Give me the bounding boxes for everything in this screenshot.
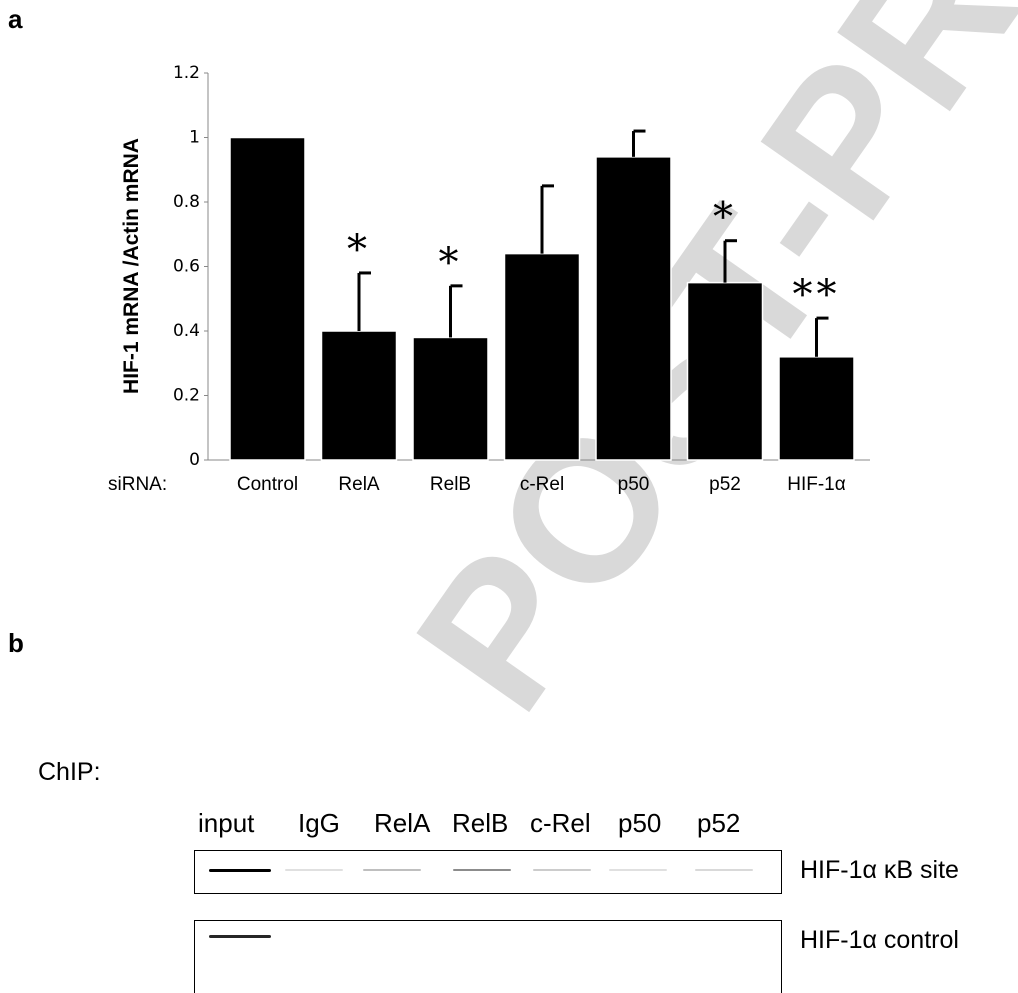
gel-band <box>533 869 591 871</box>
gel-row-label-kb-site: HIF-1α κB site <box>800 856 959 884</box>
bar <box>320 330 398 461</box>
bar <box>778 356 855 461</box>
lane-label: input <box>198 808 255 838</box>
y-tick-label: 1.2 <box>173 63 200 83</box>
chart-significance: * **** <box>347 195 841 318</box>
gel-band <box>695 869 753 871</box>
y-tick-label: 0.8 <box>173 192 200 212</box>
x-tick-label: RelA <box>338 474 380 495</box>
lane-label: p50 <box>618 808 662 838</box>
y-tick-label: 0.6 <box>173 257 200 277</box>
chart-bars <box>229 136 855 461</box>
chart-error-bars <box>357 129 829 357</box>
x-tick-label: Control <box>237 474 298 495</box>
bar <box>503 252 581 461</box>
lane-label: IgG <box>298 808 340 838</box>
chart-labels: 0 0.2 0.4 0.6 0.8 1 1.2 HIF-1 mRNA /Actin mRNA s… <box>108 63 846 495</box>
gel-band <box>363 869 421 871</box>
gel-band <box>453 869 511 871</box>
y-tick-label: 0.2 <box>173 386 200 406</box>
lane-label: p52 <box>697 808 741 838</box>
panel-b-label: b <box>8 628 24 658</box>
gel-row-label-control: HIF-1α control <box>800 926 959 954</box>
significance-marker: * <box>347 227 371 273</box>
gel-row-control <box>194 920 782 993</box>
x-axis-prefix: siRNA: <box>108 474 167 495</box>
lane-label: RelA <box>374 808 431 838</box>
bar <box>412 336 489 461</box>
y-axis-label: HIF-1 mRNA /Actin mRNA <box>120 138 143 394</box>
x-tick-label: RelB <box>430 474 471 495</box>
y-tick-label: 1 <box>189 128 200 148</box>
gel-band <box>285 869 343 871</box>
x-tick-label: p50 <box>618 474 650 495</box>
gel-band <box>209 935 271 938</box>
significance-marker: * <box>439 240 463 286</box>
lane-label: c-Rel <box>530 808 591 838</box>
x-tick-label: c-Rel <box>520 474 564 495</box>
x-tick-label: HIF-1α <box>787 474 846 495</box>
y-tick-label: 0.4 <box>173 321 200 341</box>
gel-band <box>609 869 667 871</box>
gel-band <box>209 869 271 872</box>
significance-marker: ** <box>793 272 841 318</box>
y-tick-label: 0 <box>189 450 200 470</box>
bar <box>686 281 764 461</box>
panel-a-label: a <box>8 4 23 34</box>
lane-label: RelB <box>452 808 509 838</box>
significance-marker: * <box>713 195 737 241</box>
gel-row-kb-site <box>194 850 782 894</box>
x-tick-label: p52 <box>709 474 741 495</box>
bar <box>229 136 306 461</box>
bar <box>595 156 672 461</box>
chip-title: ChIP: <box>38 758 101 786</box>
